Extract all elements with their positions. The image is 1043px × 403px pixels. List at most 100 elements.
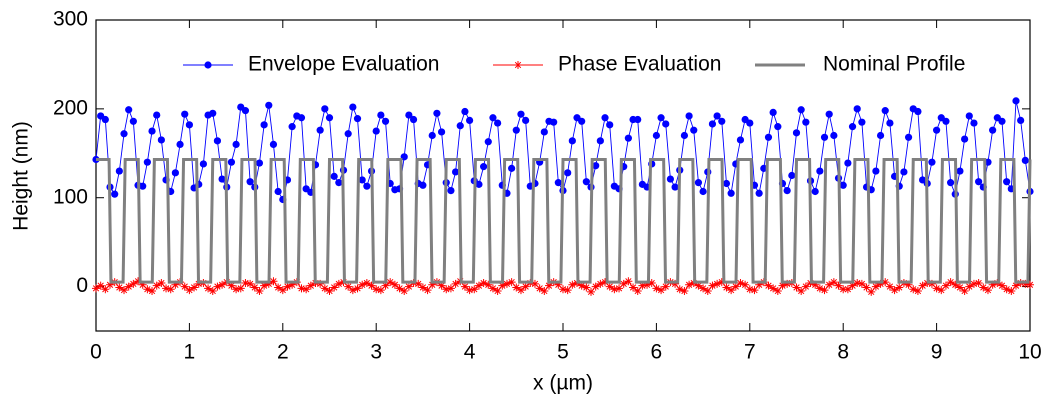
- point: [129, 279, 138, 288]
- point: [951, 280, 960, 289]
- point: [1007, 287, 1016, 296]
- point: [797, 287, 806, 296]
- point: [274, 187, 282, 196]
- point: [997, 281, 1006, 290]
- point: [736, 136, 745, 144]
- point: [900, 168, 908, 176]
- point: [358, 280, 367, 289]
- point: [269, 140, 278, 148]
- point: [344, 130, 352, 138]
- point: [885, 282, 894, 291]
- point: [624, 134, 632, 142]
- point: [325, 287, 334, 296]
- point: [344, 282, 353, 291]
- point: [947, 179, 955, 187]
- point: [92, 284, 100, 293]
- point: [334, 279, 343, 288]
- point: [162, 284, 171, 293]
- x-tick-label: 8: [837, 341, 849, 364]
- point: [461, 107, 469, 116]
- point: [601, 114, 609, 122]
- point: [713, 112, 721, 120]
- point: [180, 282, 189, 291]
- point: [727, 286, 736, 295]
- point: [774, 123, 782, 131]
- point: [437, 128, 446, 136]
- point: [956, 167, 964, 175]
- x-tick-label: 7: [744, 341, 756, 364]
- point: [489, 114, 497, 122]
- point: [685, 280, 694, 289]
- point: [601, 278, 610, 287]
- point: [853, 279, 862, 288]
- legend-label: Phase Evaluation: [558, 53, 721, 76]
- point: [274, 283, 283, 292]
- point: [989, 126, 997, 134]
- point: [694, 281, 703, 290]
- point: [330, 283, 339, 292]
- point: [1012, 97, 1020, 105]
- point: [769, 284, 778, 293]
- point: [862, 283, 871, 292]
- point: [1021, 279, 1030, 288]
- point: [419, 181, 427, 189]
- point: [335, 179, 343, 187]
- point: [96, 281, 105, 290]
- point: [260, 281, 269, 290]
- point: [227, 158, 236, 166]
- point: [400, 287, 409, 296]
- point: [568, 280, 577, 289]
- point: [792, 283, 801, 292]
- point: [722, 179, 731, 188]
- point: [731, 282, 740, 291]
- point: [283, 282, 292, 291]
- point: [125, 106, 133, 114]
- point: [792, 129, 801, 137]
- point: [662, 120, 670, 128]
- point: [466, 116, 474, 125]
- point: [540, 287, 549, 296]
- point: [596, 137, 604, 145]
- point: [372, 285, 381, 294]
- point: [671, 183, 679, 191]
- point: [260, 121, 268, 129]
- point: [460, 282, 469, 291]
- point: [470, 285, 479, 294]
- series-line: [96, 158, 1032, 284]
- point: [564, 169, 572, 177]
- point: [717, 278, 726, 287]
- point: [148, 127, 156, 135]
- point: [516, 286, 525, 295]
- point: [124, 282, 133, 291]
- point: [933, 126, 941, 134]
- point: [409, 115, 418, 124]
- point: [185, 286, 194, 295]
- point: [493, 287, 502, 296]
- point: [760, 164, 768, 172]
- point: [633, 287, 642, 296]
- point: [998, 117, 1006, 125]
- y-tick-label: 200: [53, 96, 88, 119]
- point: [778, 281, 787, 290]
- point: [946, 278, 955, 287]
- point: [961, 135, 969, 143]
- point: [801, 282, 810, 291]
- point: [825, 280, 834, 289]
- point: [983, 286, 992, 295]
- point: [918, 281, 927, 290]
- legend-label: Nominal Profile: [823, 53, 965, 76]
- point: [858, 118, 866, 126]
- point: [255, 287, 264, 296]
- point: [638, 281, 647, 290]
- y-axis-label: Height (nm): [10, 121, 33, 231]
- point: [829, 278, 838, 287]
- point: [213, 282, 222, 291]
- point: [811, 280, 820, 289]
- point: [376, 286, 385, 295]
- point: [578, 117, 586, 125]
- point: [204, 284, 213, 293]
- point: [722, 283, 731, 292]
- point: [428, 131, 436, 140]
- point: [456, 122, 464, 130]
- point: [927, 279, 936, 288]
